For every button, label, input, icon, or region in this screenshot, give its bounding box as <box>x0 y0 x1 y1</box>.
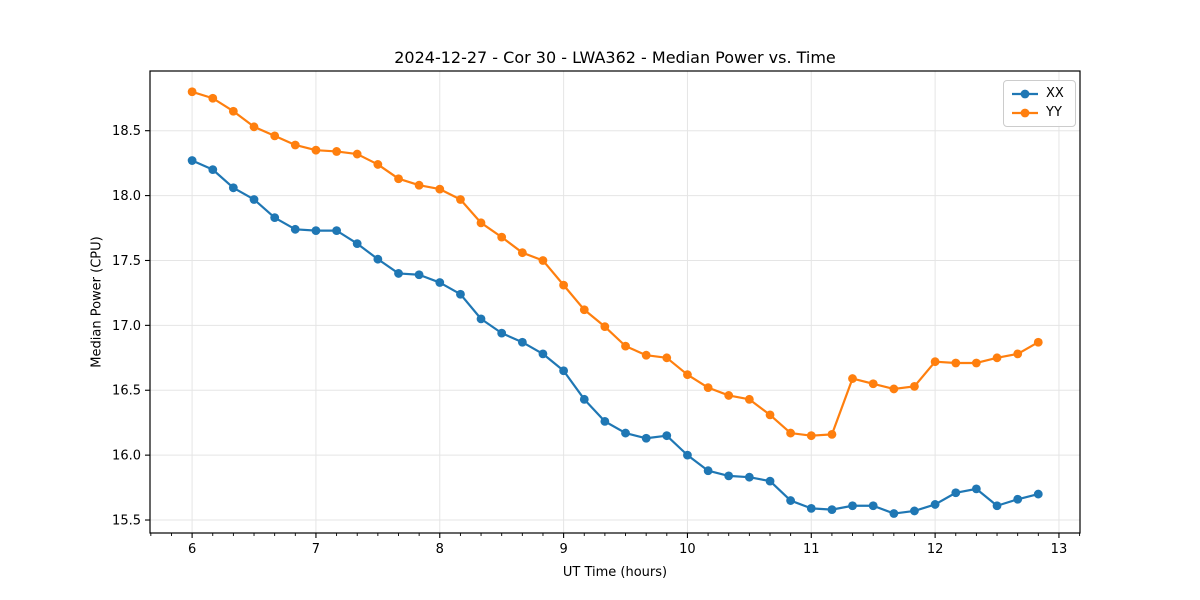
svg-text:16.5: 16.5 <box>112 384 141 399</box>
svg-text:11: 11 <box>803 542 820 557</box>
svg-text:7: 7 <box>312 542 320 557</box>
tick-labels: 6 7 8 9 10 11 12 13 15.5 16.0 16.5 17.0 17.5 18.0 18.5 <box>112 124 1067 557</box>
svg-text:16.0: 16.0 <box>112 449 141 464</box>
svg-text:6: 6 <box>188 542 196 557</box>
x-axis-label: UT Time (hours) <box>562 565 668 580</box>
legend-label: YY <box>1046 105 1062 120</box>
legend: XX YY <box>1003 80 1076 127</box>
svg-text:9: 9 <box>559 542 567 557</box>
svg-text:15.5: 15.5 <box>112 514 141 529</box>
legend-item-xx: XX <box>1011 86 1067 102</box>
svg-text:13: 13 <box>1051 542 1068 557</box>
legend-item-yy: YY <box>1011 105 1067 121</box>
y-axis-label: Median Power (CPU) <box>89 236 105 368</box>
svg-text:17.5: 17.5 <box>112 254 141 269</box>
svg-text:18.5: 18.5 <box>112 124 141 139</box>
series-XX <box>187 156 1043 518</box>
tick-marks <box>145 130 1081 538</box>
grid <box>150 71 1080 533</box>
legend-line-marker-icon <box>1012 108 1038 118</box>
legend-label: XX <box>1046 86 1064 101</box>
axes-spines <box>149 70 1081 534</box>
svg-text:17.0: 17.0 <box>112 319 141 334</box>
chart-title: 2024-12-27 - Cor 30 - LWA362 - Median Po… <box>394 48 836 67</box>
svg-text:8: 8 <box>436 542 444 557</box>
svg-text:12: 12 <box>927 542 944 557</box>
legend-line-marker-icon <box>1012 89 1038 99</box>
series-YY <box>187 87 1043 441</box>
svg-text:10: 10 <box>679 542 696 557</box>
svg-text:18.0: 18.0 <box>112 189 141 204</box>
